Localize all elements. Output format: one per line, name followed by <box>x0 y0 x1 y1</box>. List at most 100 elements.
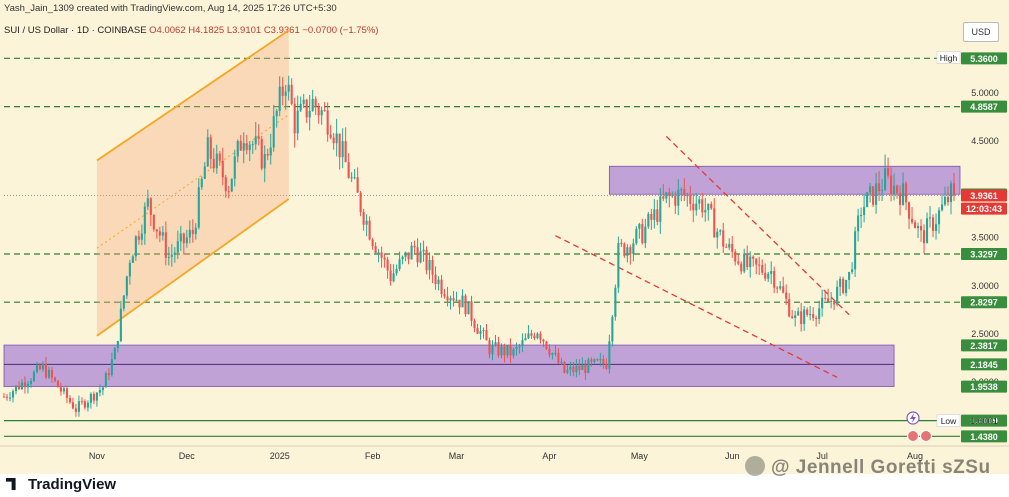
candle-body <box>788 298 791 317</box>
candle-body <box>899 193 902 205</box>
candle-body <box>653 209 656 220</box>
flag-event-icon <box>907 430 919 442</box>
candle-body <box>506 345 509 356</box>
candle-body <box>224 177 227 192</box>
candle-body <box>503 346 506 356</box>
candle-body <box>863 206 866 216</box>
candle-body <box>59 387 62 392</box>
candle-body <box>539 333 542 340</box>
candle-body <box>848 272 851 280</box>
candle-body <box>743 253 746 272</box>
candle-body <box>47 369 51 378</box>
candle-body <box>2 396 6 398</box>
candle-body <box>749 256 752 268</box>
candle-body <box>296 110 299 134</box>
candle-body <box>524 338 527 341</box>
candle-body <box>422 249 425 252</box>
candle-body <box>146 198 149 207</box>
candle-body <box>197 187 200 228</box>
currency-button[interactable]: USD <box>963 22 999 42</box>
candle-body <box>557 352 560 363</box>
candle-body <box>356 177 359 193</box>
candle-body <box>65 388 68 398</box>
candle-body <box>392 273 395 282</box>
x-tick-label: Dec <box>179 451 196 461</box>
price-badge-text: 2.3817 <box>970 341 998 351</box>
x-tick-label: Jun <box>725 451 740 461</box>
candle-body <box>275 110 278 117</box>
candle-body <box>287 84 290 92</box>
low-value: L3.9101 <box>226 25 262 36</box>
candle-body <box>728 243 731 248</box>
candle-body <box>949 183 953 203</box>
candle-body <box>176 241 179 253</box>
candle-body <box>347 162 350 178</box>
candle-body <box>683 189 686 196</box>
candle-body <box>662 196 665 199</box>
price-badge-bg <box>961 380 1007 393</box>
candle-body <box>395 268 398 274</box>
candle-body <box>905 183 908 203</box>
candle-body <box>242 143 245 151</box>
candle-body <box>365 220 368 225</box>
channel-lower <box>96 198 290 337</box>
candle-body <box>182 233 185 244</box>
candle-body <box>251 144 254 146</box>
candle-body <box>461 295 464 308</box>
x-tick-label: Feb <box>365 451 381 461</box>
candle-body <box>626 247 629 256</box>
candle-body <box>233 156 236 179</box>
zone-0 <box>608 165 961 195</box>
candle-body <box>854 231 857 270</box>
candle-body <box>92 393 95 401</box>
candle-body <box>689 195 692 204</box>
candle-body <box>77 401 80 412</box>
candle-body <box>302 99 305 104</box>
candle-body <box>257 136 260 140</box>
candle-body <box>755 258 758 265</box>
candle-body <box>887 168 890 176</box>
candle-body <box>572 366 575 373</box>
price-tag-bg <box>936 51 961 64</box>
x-tick-label: Apr <box>542 451 556 461</box>
candle-body <box>919 226 923 231</box>
candle-body <box>413 245 416 248</box>
candle-body <box>940 204 944 211</box>
candle-body <box>884 168 887 190</box>
candle-body <box>896 185 899 194</box>
candle-body <box>311 98 314 111</box>
y-tick-label: 2.5000 <box>971 329 999 339</box>
candle-body <box>452 297 455 301</box>
candle-body <box>374 246 377 253</box>
candle-body <box>104 373 107 388</box>
candle-body <box>671 195 674 197</box>
candle-body <box>419 251 422 263</box>
price-tag-bg <box>936 414 961 428</box>
price-badge-bg <box>961 414 1007 427</box>
candle-body <box>569 366 572 370</box>
candle-body <box>776 287 779 289</box>
candle-body <box>830 301 833 303</box>
candle-body <box>872 186 875 205</box>
candle-body <box>605 363 608 369</box>
candle-body <box>488 340 491 355</box>
candle-body <box>110 359 113 376</box>
candle-body <box>722 230 725 247</box>
candle-body <box>911 218 914 223</box>
candle-body <box>266 153 269 156</box>
candle-body <box>137 236 140 240</box>
candle-body <box>227 191 230 193</box>
candle-body <box>554 352 557 354</box>
lightning-glyph <box>910 413 916 423</box>
candle-body <box>551 353 554 355</box>
candle-body <box>866 192 869 207</box>
footer <box>0 474 1009 497</box>
candle-body <box>329 134 332 138</box>
candle-body <box>584 364 587 373</box>
candle-body <box>773 271 776 288</box>
price-label-text: 1.6001 <box>970 416 998 426</box>
tradingview-logo[interactable]: TradingView <box>6 476 116 493</box>
candle-body <box>833 301 836 305</box>
candle-body <box>455 299 458 301</box>
